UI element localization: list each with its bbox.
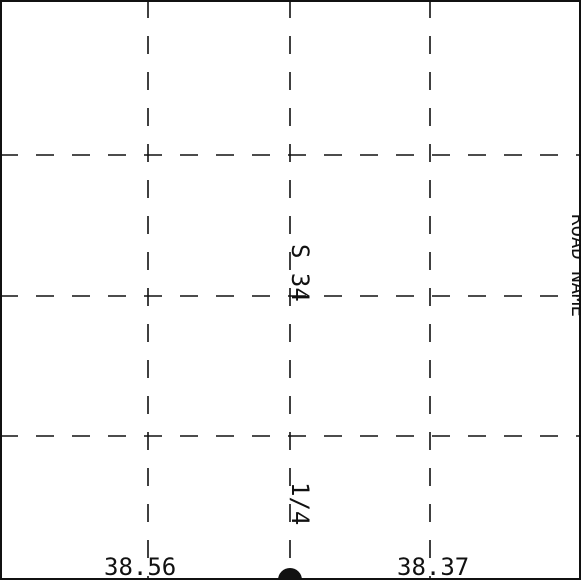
edge-label-clip: ROAD NAME [563,196,581,364]
section-label: S 34 [286,244,314,302]
bottom-left-coordinate: 38.56 [104,553,177,580]
edge-road-label: ROAD NAME [568,214,581,317]
quarter-label: 1/4 [286,482,314,526]
bottom-right-coordinate: 38.37 [397,553,470,580]
survey-marker-semicircle [278,568,302,580]
